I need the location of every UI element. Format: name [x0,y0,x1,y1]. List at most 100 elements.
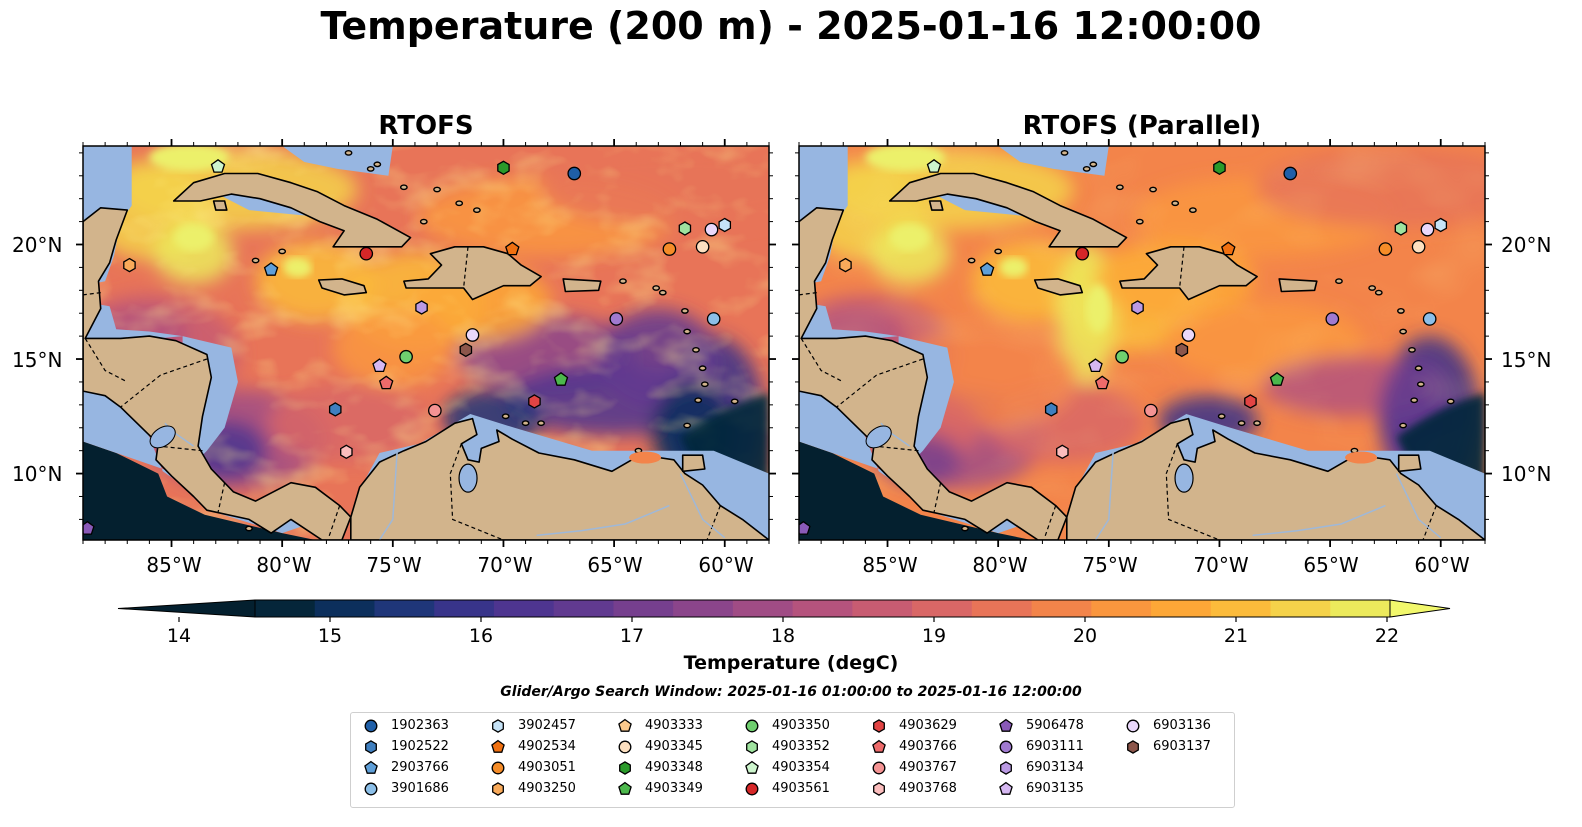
legend-marker-6903111 [999,740,1013,754]
small-island [1149,186,1157,193]
legend-marker-circle-icon [1126,719,1140,733]
obs-marker-4903250 [123,257,136,273]
legend-marker-pentagon-icon [618,718,632,732]
search-window-caption: Glider/Argo Search Window: 2025-01-16 01… [500,684,1082,700]
small-island [1237,420,1246,427]
pacific-deep [799,441,1032,540]
x-tick-label-right-75w: 75°W [1082,553,1138,577]
obs-marker-4903348 [1213,160,1226,176]
y-tick-label-right-15n: 15°N [1501,348,1552,372]
small-island [961,525,969,532]
legend-marker-circle-icon [364,782,378,796]
country-border [328,505,341,538]
colorbar-segment [553,600,615,617]
land-south-america [1066,417,1485,540]
small-island [698,365,707,372]
legend-marker-4903767 [872,761,886,775]
lake-maracaibo [458,463,478,493]
x-tick-label-left-75w: 75°W [366,553,422,577]
colorbar-tick-18: 18 [770,625,796,647]
legend-label: 6903136 [1153,718,1211,733]
obs-marker-4903768 [1056,444,1069,460]
legend-label: 4903766 [899,739,957,754]
obs-marker-4903350 [399,349,413,364]
obs-marker-6903136 [704,222,719,237]
map-panel-left [83,146,769,540]
colorbar-segment [1151,600,1212,617]
legend-marker-circle-icon [999,740,1013,754]
land-jamaica [317,278,368,296]
x-tick-label-left-80w: 80°W [256,553,312,577]
country-border [799,292,817,296]
river [536,504,670,537]
obs-marker-6903134 [1131,300,1144,315]
x-tick-label-left-85w: 85°W [146,553,202,577]
obs-marker-1902363 [1283,166,1298,181]
small-island [1368,285,1377,291]
small-island [399,184,408,191]
y-tick-label-left-15n: 15°N [12,348,63,372]
map-panels [76,139,1492,547]
country-border [800,338,844,383]
colorbar-tick-15: 15 [317,625,343,647]
small-island [1135,218,1144,225]
small-island [245,525,253,532]
obs-marker-4903349 [1269,371,1285,386]
small-island [967,257,976,264]
colorbar-segment [912,600,973,617]
warm-core-eddy [283,257,312,278]
colorbar-segment [1210,600,1272,617]
obs-marker-3901686 [1422,312,1437,326]
obs-marker-4903629 [528,394,541,409]
obs-marker-4903051 [662,242,677,256]
obs-marker-6903134 [415,300,428,315]
small-island [1446,398,1455,405]
y-tick-label-right-10n: 10°N [1501,462,1552,486]
legend-marker-6903135 [999,781,1013,795]
legend-marker-4903349 [618,781,632,795]
small-island [1335,278,1343,285]
small-island [1089,161,1098,168]
obs-marker-5906478 [799,520,811,535]
legend-marker-4903561 [745,782,759,796]
colorbar-segment [1091,600,1152,617]
legend-marker-circle-icon [745,719,759,733]
legend-marker-3901686 [364,782,378,796]
small-island [1397,308,1405,314]
obs-marker-4903348 [497,160,510,176]
obs-marker-4903250 [839,257,852,273]
legend-marker-4903051 [491,761,505,775]
lake-nicaragua [149,425,176,449]
legend-label: 1902363 [391,718,449,733]
small-island [1408,346,1416,353]
legend-label: 2903766 [391,760,449,775]
map-ticks-right [792,139,1492,547]
small-island [1414,365,1423,372]
land-isla-juventud [928,200,944,211]
small-island [1410,397,1419,404]
warm-core-eddy [999,257,1028,278]
legend-marker-pentagon-icon [491,739,505,753]
obs-marker-1902522 [328,402,342,417]
obs-marker-1902363 [567,166,582,181]
legend-marker-4902534 [491,739,505,753]
legend-marker-circle-icon [618,740,632,754]
colorbar-tick-20: 20 [1072,625,1098,647]
shelf-area [799,301,899,346]
small-island [1082,166,1091,172]
small-island [1171,200,1180,207]
legend-label: 4903767 [899,760,957,775]
colorbar-segment [374,600,435,617]
land-puerto-rico [562,278,602,293]
legend-marker-pentagon-icon [364,760,378,774]
obs-marker-6903111 [609,312,624,326]
obs-marker-4903352 [1394,221,1408,236]
colorbar-segment [1031,600,1092,617]
small-island [652,285,661,291]
river [378,450,398,540]
obs-marker-4903561 [359,246,374,261]
lake-maracaibo [1174,463,1194,493]
land-trinidad [1397,454,1422,473]
land-hispaniola [403,246,542,301]
colorbar-tick-17: 17 [619,625,645,647]
